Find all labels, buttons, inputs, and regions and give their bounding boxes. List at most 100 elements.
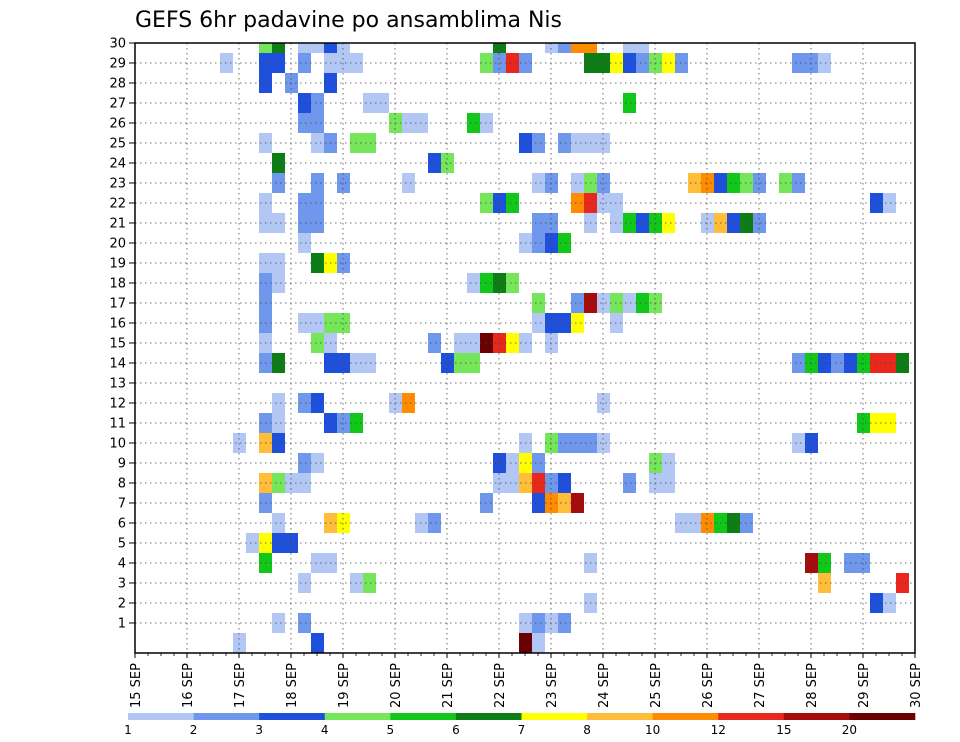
cell-m15-s26	[467, 333, 480, 353]
cell-m23-s46	[727, 173, 740, 193]
cell-m18-s26	[467, 273, 480, 293]
cell-m23-s21	[402, 173, 415, 193]
cell-m29-s41	[662, 53, 675, 73]
cell-m10-s11	[272, 433, 285, 453]
cell-m12-s14	[311, 393, 324, 413]
cell-m29-s16	[337, 53, 350, 73]
cell-m21-s44	[701, 213, 714, 233]
cell-m0-s31	[532, 633, 545, 653]
cell-m29-s13	[298, 53, 311, 73]
y-tick-label: 27	[109, 97, 126, 112]
cell-m15-s29	[506, 333, 519, 353]
cell-m0-s30	[519, 633, 532, 653]
cell-m3-s59	[896, 573, 909, 593]
cell-m27-s14	[311, 93, 324, 113]
cell-m14-s56	[857, 353, 870, 373]
cell-m10-s36	[597, 433, 610, 453]
cell-m4-s14	[311, 553, 324, 573]
y-tick-label: 16	[109, 317, 126, 332]
cell-m29-s29	[506, 53, 519, 73]
cell-m10-s33	[558, 433, 571, 453]
cell-m30-s14	[311, 43, 324, 53]
cell-m26-s21	[402, 113, 415, 133]
colorbar-swatch	[259, 713, 326, 720]
cell-m3-s18	[363, 573, 376, 593]
cell-m23-s44	[701, 173, 714, 193]
cell-m30-s35	[584, 43, 597, 53]
cell-m25-s14	[311, 133, 324, 153]
cell-m11-s56	[857, 413, 870, 433]
cell-m20-s13	[298, 233, 311, 253]
cell-m16-s13	[298, 313, 311, 333]
cell-m10-s51	[792, 433, 805, 453]
cell-m30-s28	[493, 43, 506, 53]
cell-m23-s16	[337, 173, 350, 193]
x-tick-label: 15 SEP	[129, 663, 144, 708]
cell-m9-s14	[311, 453, 324, 473]
cell-m29-s28	[493, 53, 506, 73]
x-tick-label: 25 SEP	[649, 663, 664, 708]
cell-m11-s11	[272, 413, 285, 433]
cell-m29-s53	[818, 53, 831, 73]
y-tick-label: 29	[109, 57, 126, 72]
cell-m30-s16	[337, 43, 350, 53]
y-tick-label: 11	[109, 417, 126, 432]
cell-m29-s51	[792, 53, 805, 73]
y-tick-label: 6	[118, 517, 126, 532]
cell-m27-s13	[298, 93, 311, 113]
cell-m21-s39	[636, 213, 649, 233]
x-tick-label: 23 SEP	[545, 663, 560, 708]
cell-m16-s16	[337, 313, 350, 333]
cell-m18-s28	[493, 273, 506, 293]
y-tick-label: 21	[109, 217, 126, 232]
colorbar-label: 20	[842, 723, 857, 737]
cell-m10-s34	[571, 433, 584, 453]
y-tick-label: 8	[118, 477, 126, 492]
cell-m12-s21	[402, 393, 415, 413]
cell-m14-s51	[792, 353, 805, 373]
cell-m1-s33	[558, 613, 571, 633]
x-tick-label: 19 SEP	[337, 663, 352, 708]
x-tick-label: 28 SEP	[805, 663, 820, 708]
cell-m16-s34	[571, 313, 584, 333]
cell-m14-s18	[363, 353, 376, 373]
cell-m0-s8	[233, 633, 246, 653]
y-tick-label: 25	[109, 137, 126, 152]
cell-m8-s31	[532, 473, 545, 493]
cell-m21-s13	[298, 213, 311, 233]
colorbar-label: 5	[387, 723, 395, 737]
cell-m19-s14	[311, 253, 324, 273]
cell-m1-s13	[298, 613, 311, 633]
cell-m6-s46	[727, 513, 740, 533]
x-tick-label: 26 SEP	[701, 663, 716, 708]
colorbar-label: 7	[518, 723, 526, 737]
cell-m8-s38	[623, 473, 636, 493]
cell-m2-s58	[883, 593, 896, 613]
cell-m15-s23	[428, 333, 441, 353]
cell-m7-s33	[558, 493, 571, 513]
colorbar-swatch	[324, 713, 391, 720]
cell-m23-s48	[753, 173, 766, 193]
cell-m29-s39	[636, 53, 649, 73]
x-tick-label: 27 SEP	[753, 663, 768, 708]
y-tick-label: 2	[118, 597, 126, 612]
cell-m17-s31	[532, 293, 545, 313]
colorbar-swatch	[193, 713, 260, 720]
x-tick-label: 30 SEP	[909, 663, 924, 708]
cell-m21-s46	[727, 213, 740, 233]
colorbar-label: 10	[645, 723, 660, 737]
cell-m1-s11	[272, 613, 285, 633]
x-tick-label: 17 SEP	[233, 663, 248, 708]
cell-m29-s38	[623, 53, 636, 73]
cell-m8-s11	[272, 473, 285, 493]
cell-m30-s13	[298, 43, 311, 53]
cell-m24-s23	[428, 153, 441, 173]
x-tick-label: 24 SEP	[597, 663, 612, 708]
cell-m27-s19	[376, 93, 389, 113]
cell-m23-s36	[597, 173, 610, 193]
y-tick-label: 30	[109, 37, 126, 52]
cell-m19-s11	[272, 253, 285, 273]
cell-m14-s58	[883, 353, 896, 373]
y-tick-label: 13	[109, 377, 126, 392]
cell-m30-s39	[636, 43, 649, 53]
